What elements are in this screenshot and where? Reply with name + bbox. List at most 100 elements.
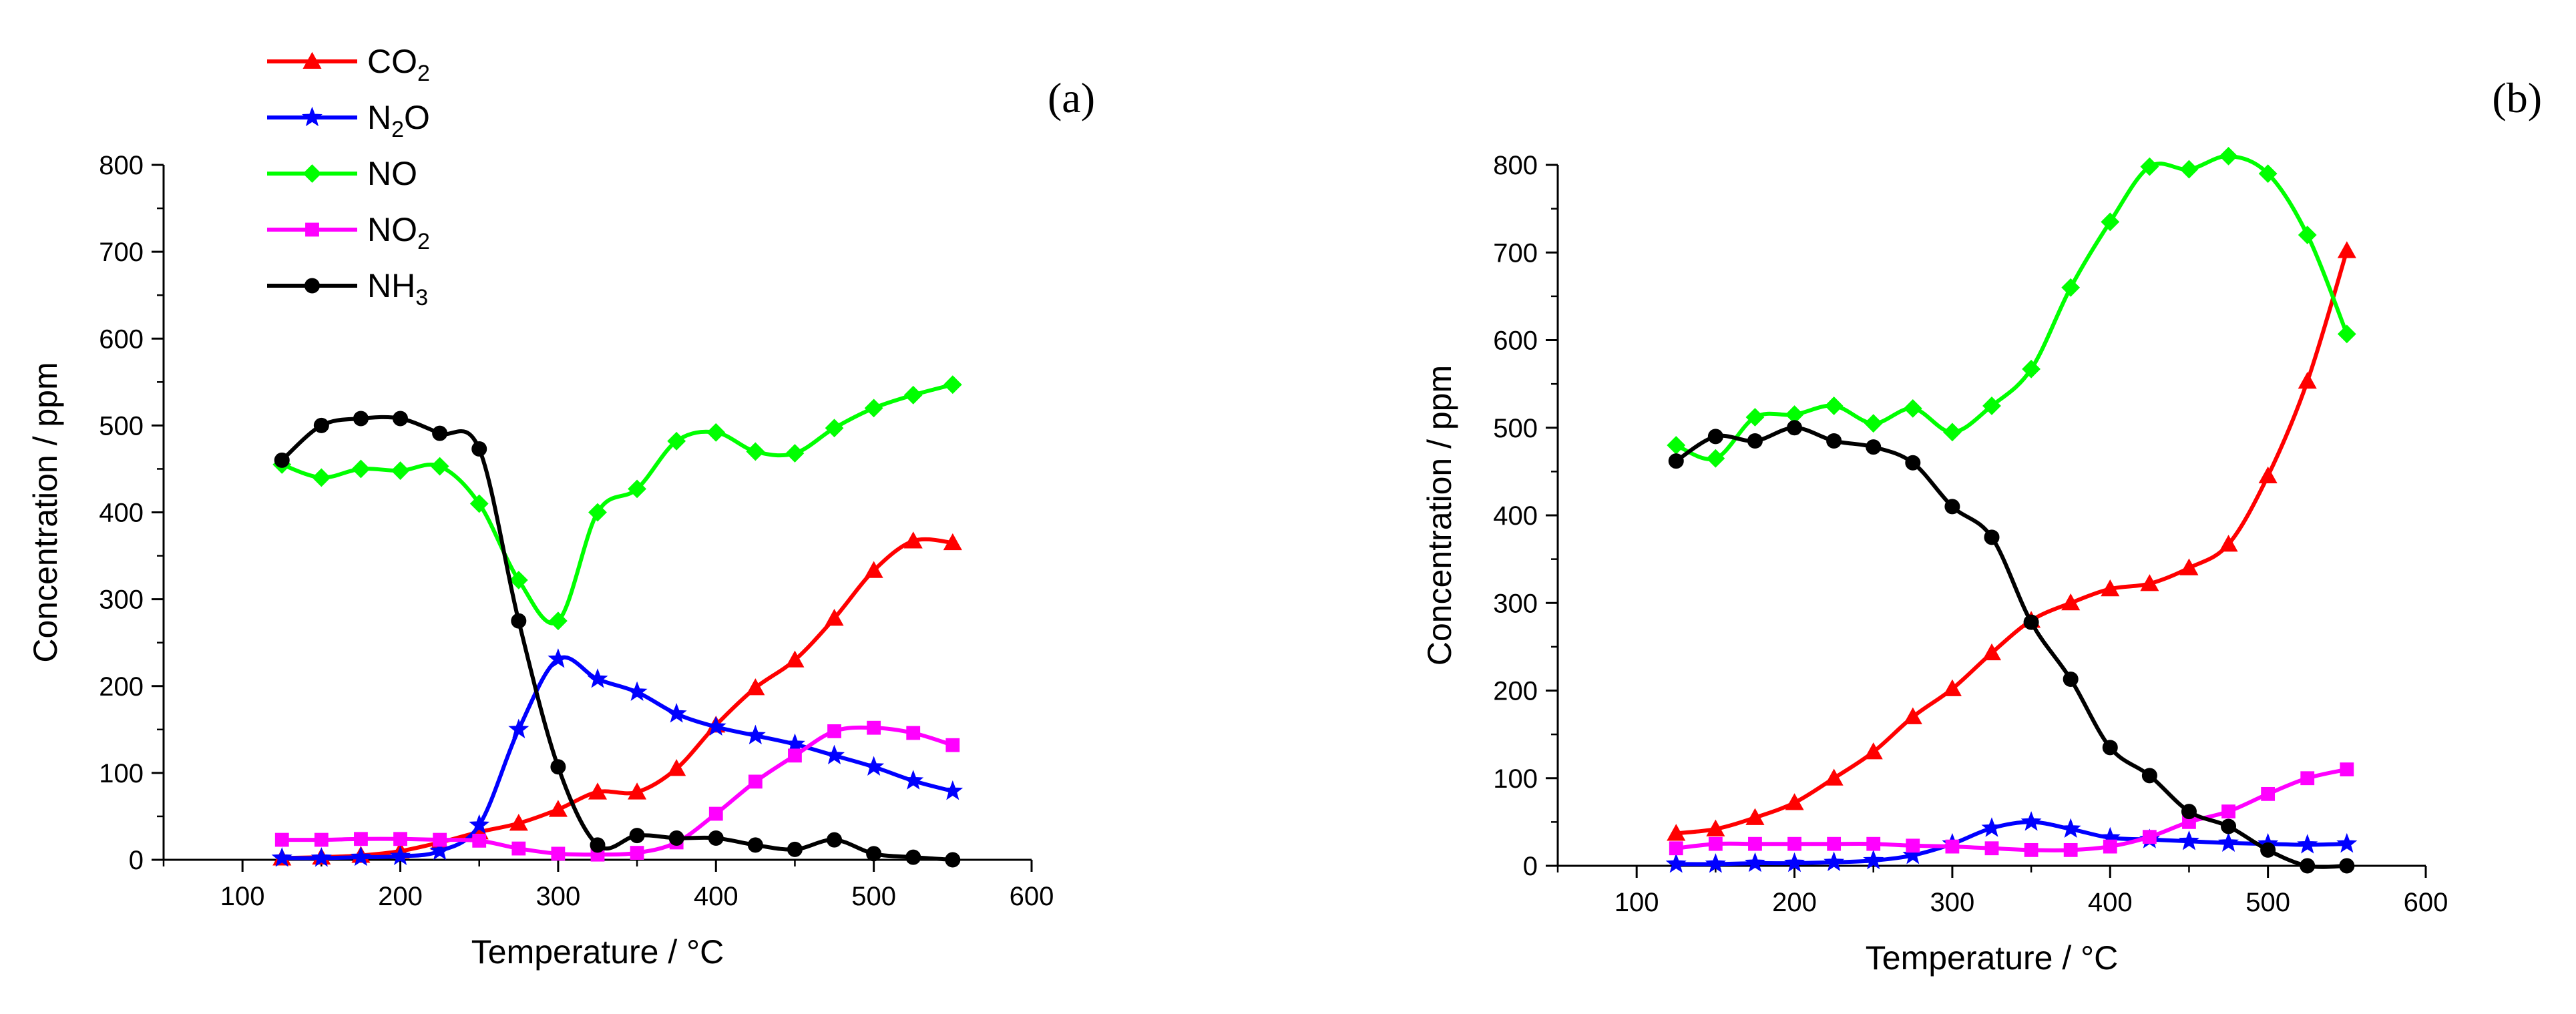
series-nh3 [274,411,961,868]
data-point-nh3 [1787,420,1803,436]
legend-item: N2O [267,99,430,142]
y-tick-label: 700 [1493,238,1538,268]
data-point-no2 [1748,836,1762,851]
legend-label-base: CO [367,43,417,80]
series-line-n2o [282,655,953,860]
data-point-nh3 [787,841,803,857]
panel-label: (b) [2492,74,2542,121]
data-point-no [430,457,449,476]
data-point-co2 [1903,707,1922,724]
series-no2 [274,720,960,862]
series-n2o [1665,811,2358,873]
legend-label: NH3 [367,267,428,310]
data-point-no [2298,226,2317,244]
data-point-n2o [1981,817,2002,837]
data-point-no [1745,408,1765,427]
data-point-no2 [1945,839,1960,854]
chart-panel-a: 0 100 200 300 400 500 600 700 800 100 200 300 400 500… [27,74,1095,971]
data-point-co2 [2258,466,2278,483]
data-point-nh3 [1668,453,1684,469]
data-point-no2 [511,841,526,856]
data-point-n2o [2178,830,2199,850]
data-point-nh3 [1826,433,1842,449]
data-point-no2 [2063,842,2078,857]
data-point-no [903,385,923,405]
data-point-nh3 [2023,614,2039,630]
data-point-no2 [708,806,723,821]
data-point-no [549,611,568,631]
y-tick-label: 700 [99,238,144,267]
data-point-co2 [1785,793,1804,810]
data-point-nh3 [432,425,448,441]
x-tick-label: 100 [1615,888,1659,917]
data-point-co2 [628,782,647,800]
data-point-n2o [390,845,411,865]
legend-marker [305,222,319,237]
data-point-no [1667,436,1686,455]
y-tick-label: 400 [1493,501,1538,531]
data-point-co2 [1667,824,1686,841]
data-point-no2 [1984,841,1999,856]
legend-marker [302,51,322,69]
data-point-n2o [2297,834,2318,854]
data-point-n2o [744,724,766,745]
legend-marker [304,278,320,294]
data-point-no2 [1866,836,1881,851]
y-tick-label: 800 [99,151,144,180]
data-point-co2 [785,650,805,668]
data-point-co2 [2061,593,2081,611]
data-point-nh3 [1866,439,1882,455]
data-point-nh3 [827,832,843,848]
series-no [1667,146,2356,468]
data-point-nh3 [1944,499,1960,515]
x-axis-label: Temperature / °C [471,933,724,971]
legend-label: CO2 [367,43,430,86]
data-point-no [2337,324,2356,344]
data-point-nh3 [708,830,724,846]
data-point-co2 [864,561,883,578]
data-point-no2 [2221,804,2235,819]
legend-item: NH3 [267,267,428,310]
data-point-co2 [1982,643,2002,661]
legend-label: N2O [367,99,430,142]
data-point-n2o [429,840,451,860]
legend-label-subscript: 2 [417,61,430,86]
legend-label-subscript: 3 [415,285,428,310]
data-point-nh3 [2181,804,2197,820]
series-no2 [1669,762,2354,857]
data-point-no [864,399,883,418]
x-tick-label: 400 [694,882,738,911]
data-point-n2o [942,780,963,800]
x-tick-label: 100 [220,882,265,911]
data-point-co2 [903,531,923,549]
x-tick-label: 600 [2404,888,2448,917]
data-point-n2o [626,681,648,702]
data-point-no2 [2300,771,2315,786]
data-point-n2o [310,847,332,867]
x-axis-label: Temperature / °C [1866,939,2118,977]
data-point-n2o [271,847,292,867]
data-point-co2 [1745,808,1765,825]
y-axis-label: Concentration / ppm [1421,365,1458,666]
data-point-nh3 [511,613,527,629]
data-point-n2o [1823,851,1845,871]
data-point-n2o [824,744,845,765]
data-point-co2 [2101,579,2120,597]
data-point-no2 [2103,839,2117,854]
legend-marker [302,164,322,183]
data-point-nh3 [393,411,409,427]
data-point-no2 [2340,762,2354,777]
legend-item: CO2 [267,43,430,86]
data-point-no2 [788,748,802,763]
data-point-n2o [705,716,726,736]
y-tick-label: 500 [99,411,144,441]
data-point-no [1943,423,1962,442]
data-point-nh3 [866,846,882,862]
data-point-n2o [903,770,924,790]
data-point-no [943,375,962,395]
data-point-co2 [2179,558,2199,575]
data-point-co2 [509,814,528,831]
data-point-no [469,494,489,513]
x-tick-label: 200 [378,882,423,911]
